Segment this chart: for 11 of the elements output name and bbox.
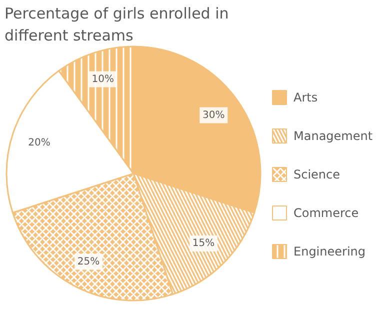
chart-title: Percentage of girls enrolled in different streams [4, 4, 229, 44]
data-label: 25% [77, 256, 100, 268]
data-label: 30% [202, 110, 225, 121]
data-label: 15% [192, 238, 215, 250]
legend-label: Commerce [294, 206, 359, 220]
legend-label: Engineering [294, 244, 366, 258]
data-label: 10% [92, 74, 114, 85]
legend-label: Arts [294, 90, 318, 104]
legend-label: Science [294, 168, 340, 182]
data-label: 20% [28, 137, 50, 148]
legend-label: Management [294, 129, 373, 143]
